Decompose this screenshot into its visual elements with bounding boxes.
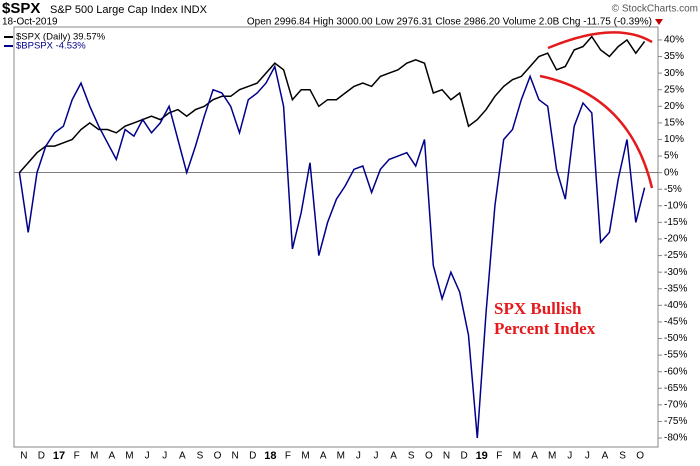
x-tick-label: N bbox=[443, 451, 450, 462]
x-tick-label: J bbox=[567, 451, 572, 462]
y-tick-label: -55% bbox=[664, 350, 687, 361]
x-tick-label: J bbox=[374, 451, 379, 462]
y-tick-label: 10% bbox=[664, 134, 684, 145]
x-tick-label: D bbox=[38, 451, 45, 462]
annotation-arc bbox=[547, 31, 653, 50]
legend-label: $BPSPX -4.53% bbox=[16, 41, 86, 52]
y-tick-label: -40% bbox=[664, 300, 687, 311]
y-tick-label: -65% bbox=[664, 383, 687, 394]
y-tick-label: -50% bbox=[664, 333, 687, 344]
x-tick-label: A bbox=[320, 451, 327, 462]
x-tick-label: M bbox=[337, 451, 345, 462]
plot-frame bbox=[13, 26, 659, 448]
legend-label: $SPX (Daily) 39.57% bbox=[16, 32, 106, 43]
y-tick-label: 35% bbox=[664, 51, 684, 62]
annotation: SPX Bullish bbox=[494, 299, 582, 318]
x-tick-label: N bbox=[20, 451, 27, 462]
credit: © StockCharts.com bbox=[612, 4, 698, 15]
plot bbox=[14, 35, 658, 439]
y-tick-label: -15% bbox=[664, 217, 687, 228]
y-tick-label: -80% bbox=[664, 433, 687, 444]
x-tick-label: J bbox=[585, 451, 590, 462]
y-tick-label: -45% bbox=[664, 317, 687, 328]
y-tick-label: 25% bbox=[664, 84, 684, 95]
x-tick-label: F bbox=[74, 451, 80, 462]
y-tick-label: 20% bbox=[664, 101, 684, 112]
y-tick-label: -60% bbox=[664, 366, 687, 377]
quote: Open 2996.84 High 3000.00 Low 2976.31 Cl… bbox=[247, 17, 652, 28]
y-tick-label: 15% bbox=[664, 118, 684, 129]
x-tick-label: M bbox=[125, 451, 133, 462]
x-tick-label: N bbox=[232, 451, 239, 462]
y-tick-label: -5% bbox=[664, 184, 682, 195]
annotation-arc bbox=[539, 74, 654, 189]
y-tick-label: 5% bbox=[664, 151, 679, 162]
y-tick-label: -25% bbox=[664, 250, 687, 261]
date: 18-Oct-2019 bbox=[2, 17, 58, 28]
x-tick-label: 18 bbox=[264, 450, 276, 462]
x-tick-label: D bbox=[460, 451, 467, 462]
x-tick-label: O bbox=[425, 451, 433, 462]
annotation: Percent Index bbox=[494, 319, 596, 338]
chart-title: $SPX bbox=[2, 0, 40, 17]
x-tick-label: S bbox=[197, 451, 204, 462]
x-tick-label: 17 bbox=[53, 450, 65, 462]
x-tick-label: J bbox=[356, 451, 361, 462]
series-line bbox=[18, 64, 646, 439]
y-tick-label: -35% bbox=[664, 283, 687, 294]
x-tick-label: A bbox=[179, 451, 186, 462]
x-tick-label: M bbox=[548, 451, 556, 462]
y-tick-label: 30% bbox=[664, 68, 684, 79]
chart-subtitle: S&P 500 Large Cap Index INDX bbox=[50, 4, 208, 16]
x-tick-label: F bbox=[496, 451, 502, 462]
x-tick-label: S bbox=[619, 451, 626, 462]
y-tick-label: -30% bbox=[664, 267, 687, 278]
x-tick-label: 19 bbox=[476, 450, 488, 462]
x-tick-label: O bbox=[214, 451, 222, 462]
x-tick-label: M bbox=[90, 451, 98, 462]
x-tick-label: S bbox=[408, 451, 415, 462]
x-tick-label: A bbox=[109, 451, 116, 462]
x-tick-label: M bbox=[301, 451, 309, 462]
x-tick-label: A bbox=[390, 451, 397, 462]
down-arrow bbox=[655, 19, 663, 25]
x-tick-label: J bbox=[162, 451, 167, 462]
series-line bbox=[18, 35, 646, 174]
y-tick-label: 0% bbox=[664, 167, 679, 178]
y-tick-label: -75% bbox=[664, 416, 687, 427]
x-tick-label: O bbox=[636, 451, 644, 462]
x-tick-label: D bbox=[249, 451, 256, 462]
y-tick-label: -20% bbox=[664, 234, 687, 245]
y-tick-label: -10% bbox=[664, 200, 687, 211]
y-tick-label: 40% bbox=[664, 35, 684, 46]
y-tick-label: -70% bbox=[664, 400, 687, 411]
x-tick-label: M bbox=[513, 451, 521, 462]
x-tick-label: F bbox=[285, 451, 291, 462]
x-tick-label: A bbox=[531, 451, 538, 462]
x-tick-label: J bbox=[145, 451, 150, 462]
x-tick-label: A bbox=[602, 451, 609, 462]
